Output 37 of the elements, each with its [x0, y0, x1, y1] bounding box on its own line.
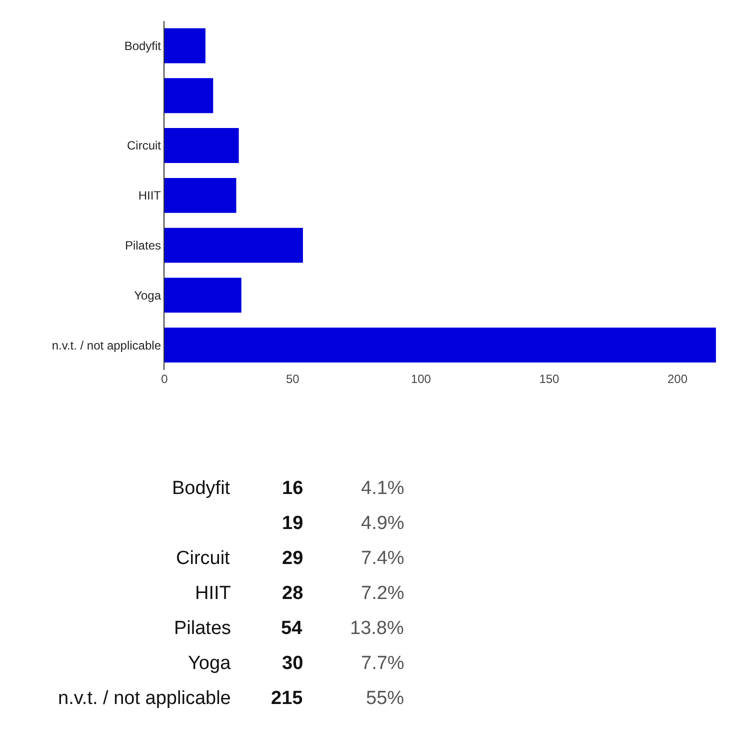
category-label: HIIT — [195, 583, 232, 604]
bar — [164, 328, 716, 363]
text: 7.2% — [361, 583, 404, 604]
text: 16 — [282, 478, 304, 499]
category-label: Pilates — [174, 618, 232, 639]
x-tick-label: 0 — [161, 372, 168, 386]
category-label: Circuit — [176, 548, 231, 569]
text: 4.9% — [361, 513, 404, 534]
text: 7.4% — [361, 548, 404, 569]
text: 4.1% — [361, 478, 404, 499]
text: 19 — [282, 513, 304, 534]
text: 29 — [282, 548, 304, 569]
text: 13.8% — [350, 618, 404, 639]
y-tick-label: Yoga — [134, 288, 162, 302]
text: 215 — [271, 688, 304, 709]
category-label: Bodyfit — [172, 478, 231, 499]
text: 55% — [366, 688, 404, 709]
y-tick-label: n.v.t. / not applicable — [52, 338, 162, 352]
x-tick-label: 200 — [667, 372, 688, 386]
bar — [164, 228, 303, 263]
x-tick-label: 100 — [410, 372, 432, 386]
y-tick-label: Circuit — [126, 138, 162, 153]
bar — [164, 128, 239, 163]
y-tick-label: Bodyfit — [124, 38, 162, 53]
bar — [164, 178, 236, 213]
category-label: Yoga — [188, 653, 232, 674]
text: 54 — [281, 618, 303, 639]
x-tick-label: 50 — [286, 372, 300, 386]
bar — [164, 78, 214, 114]
bar — [164, 278, 242, 313]
y-tick-label: HIIT — [138, 188, 162, 203]
x-tick-label: 150 — [539, 372, 560, 386]
text: 30 — [282, 653, 304, 674]
bar — [164, 28, 206, 64]
text: 28 — [282, 583, 304, 604]
text: 7.7% — [361, 653, 404, 674]
y-tick-label: Pilates — [124, 238, 162, 252]
